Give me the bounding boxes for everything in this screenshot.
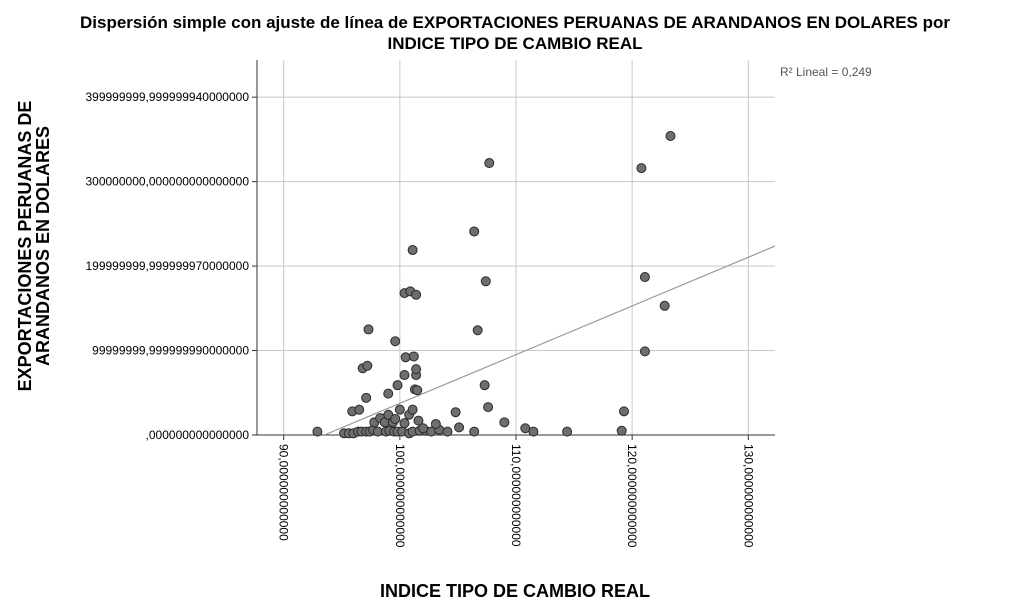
- x-tick-label: 110,000000000000: [509, 444, 523, 547]
- y-tick-label: ,000000000000000: [146, 428, 250, 442]
- point: [390, 413, 401, 424]
- point: [450, 407, 461, 418]
- point: [392, 380, 403, 391]
- point: [454, 422, 465, 433]
- point: [479, 380, 490, 391]
- point: [472, 325, 483, 336]
- point: [408, 351, 419, 362]
- point: [361, 392, 372, 403]
- fit-line: [324, 245, 776, 436]
- point: [390, 336, 401, 347]
- x-tick-label: 130,000000000000: [741, 444, 755, 548]
- y-tick-label: 399999999,999999940000000: [85, 90, 249, 104]
- y-tick-label: 199999999,999999970000000: [85, 259, 249, 273]
- chart-title: INDICE TIPO DE CAMBIO REAL: [387, 34, 642, 53]
- point: [383, 388, 394, 399]
- point: [469, 226, 480, 237]
- point: [399, 418, 410, 429]
- point: [394, 404, 405, 415]
- y-axis-label: EXPORTACIONES PERUANAS DE: [15, 101, 35, 392]
- point: [484, 158, 495, 169]
- point: [639, 346, 650, 357]
- point: [411, 364, 422, 375]
- point: [639, 272, 650, 283]
- point: [362, 360, 373, 371]
- point: [407, 245, 418, 256]
- point: [400, 352, 411, 363]
- chart-title: Dispersión simple con ajuste de línea de…: [80, 13, 950, 32]
- r2-annotation: R² Lineal = 0,249: [780, 65, 872, 79]
- point: [412, 385, 423, 396]
- point: [418, 423, 429, 434]
- point: [430, 419, 441, 430]
- point: [562, 426, 573, 437]
- point: [413, 415, 424, 426]
- point: [636, 163, 647, 174]
- point: [411, 289, 422, 300]
- point: [354, 404, 365, 415]
- x-tick-label: 120,000000000000: [625, 444, 639, 548]
- point: [616, 425, 627, 436]
- point: [659, 300, 670, 311]
- point: [469, 426, 480, 437]
- y-tick-label: 99999999,999999990000000: [92, 344, 249, 358]
- point: [407, 404, 418, 415]
- point: [312, 426, 323, 437]
- x-axis-label: INDICE TIPO DE CAMBIO REAL: [380, 581, 650, 599]
- point: [480, 276, 491, 287]
- point: [619, 406, 630, 417]
- point: [483, 402, 494, 413]
- point: [499, 417, 510, 428]
- x-tick-label: 90,000000000000: [277, 444, 291, 541]
- point: [528, 426, 539, 437]
- point: [399, 370, 410, 381]
- point: [665, 131, 676, 142]
- x-tick-label: 100,000000000000: [393, 444, 407, 548]
- y-axis-label: ARANDANOS EN DOLARES: [33, 126, 53, 366]
- point: [442, 426, 453, 437]
- y-tick-label: 300000000,000000000000000: [85, 175, 249, 189]
- point: [363, 324, 374, 335]
